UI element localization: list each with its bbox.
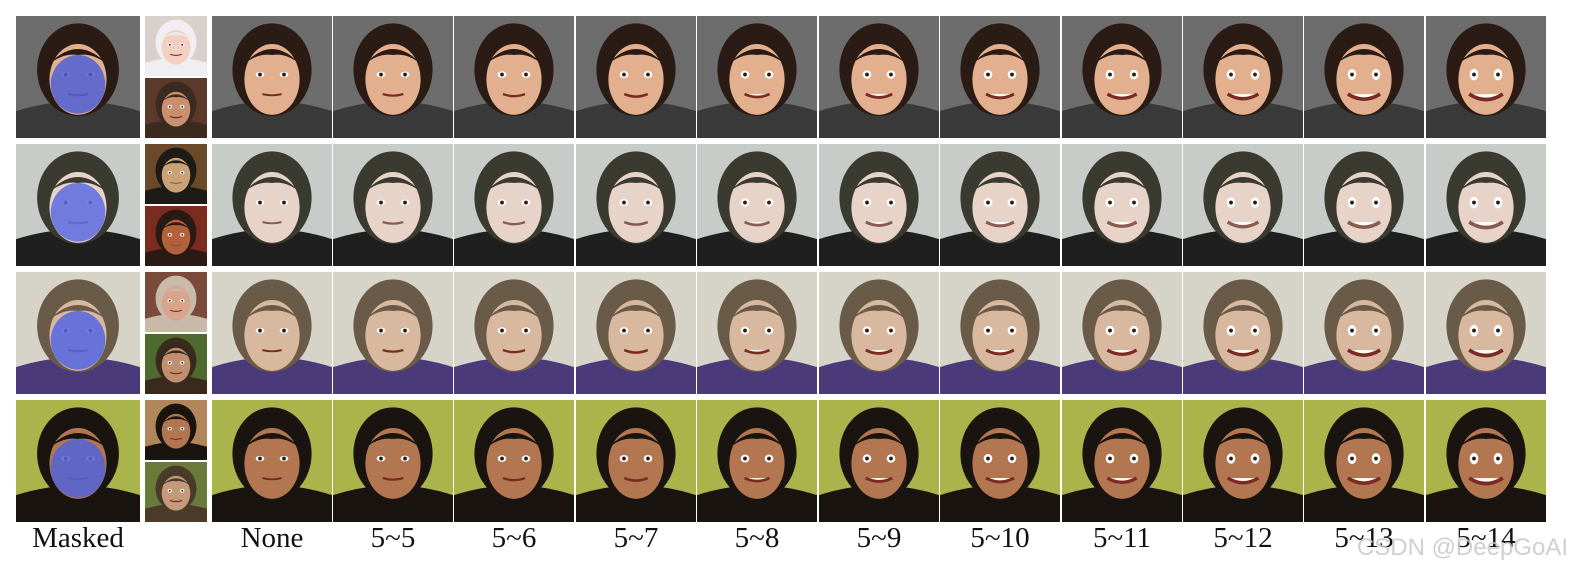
result-image [1062, 144, 1182, 266]
reference-image-top [145, 400, 207, 460]
result-image [1426, 16, 1546, 138]
result-image [697, 16, 817, 138]
column-label-5-6: 5~6 [491, 522, 537, 554]
column-label-none: None [240, 522, 304, 554]
result-image [1426, 272, 1546, 394]
result-image [212, 272, 332, 394]
result-image [940, 16, 1060, 138]
result-image [454, 16, 574, 138]
result-image [1304, 272, 1424, 394]
masked-input-image [16, 400, 140, 522]
result-image [819, 400, 939, 522]
reference-image-bottom [145, 334, 207, 394]
result-image [576, 144, 696, 266]
column-label-5-5: 5~5 [370, 522, 416, 554]
result-image [1062, 272, 1182, 394]
result-image [212, 16, 332, 138]
result-image [819, 16, 939, 138]
result-image [1304, 144, 1424, 266]
result-image [454, 272, 574, 394]
result-image [697, 400, 817, 522]
result-image [1304, 16, 1424, 138]
result-image [1062, 16, 1182, 138]
column-label-5-7: 5~7 [613, 522, 659, 554]
result-image [212, 144, 332, 266]
result-image [333, 400, 453, 522]
result-image [697, 272, 817, 394]
result-image [333, 144, 453, 266]
result-image [576, 400, 696, 522]
column-label-5-12: 5~12 [1213, 522, 1273, 554]
column-label-5-9: 5~9 [856, 522, 902, 554]
result-image [454, 144, 574, 266]
column-label-5-14: 5~14 [1456, 522, 1516, 554]
result-image [940, 144, 1060, 266]
result-image [819, 272, 939, 394]
reference-image-bottom [145, 462, 207, 522]
result-image [819, 144, 939, 266]
column-label-5-13: 5~13 [1334, 522, 1394, 554]
result-image [1183, 400, 1303, 522]
column-label-5-8: 5~8 [734, 522, 780, 554]
column-label-5-10: 5~10 [970, 522, 1030, 554]
masked-input-image [16, 144, 140, 266]
reference-image-top [145, 144, 207, 204]
masked-input-image [16, 16, 140, 138]
result-image [1426, 400, 1546, 522]
result-image [333, 16, 453, 138]
watermark: CSDN @DeepGoAI [1356, 534, 1568, 561]
column-label-masked: Masked [32, 522, 124, 554]
result-image [1426, 144, 1546, 266]
result-image [454, 400, 574, 522]
result-image [1183, 272, 1303, 394]
result-image [576, 272, 696, 394]
result-image [212, 400, 332, 522]
reference-image-top [145, 16, 207, 76]
result-image [1304, 400, 1424, 522]
result-image [576, 16, 696, 138]
masked-input-image [16, 272, 140, 394]
result-image [333, 272, 453, 394]
reference-image-bottom [145, 78, 207, 138]
result-image [1183, 16, 1303, 138]
result-image [1183, 144, 1303, 266]
reference-image-top [145, 272, 207, 332]
result-image [697, 144, 817, 266]
column-label-5-11: 5~11 [1092, 522, 1152, 554]
result-image [940, 272, 1060, 394]
result-image [940, 400, 1060, 522]
result-image [1062, 400, 1182, 522]
reference-image-bottom [145, 206, 207, 266]
